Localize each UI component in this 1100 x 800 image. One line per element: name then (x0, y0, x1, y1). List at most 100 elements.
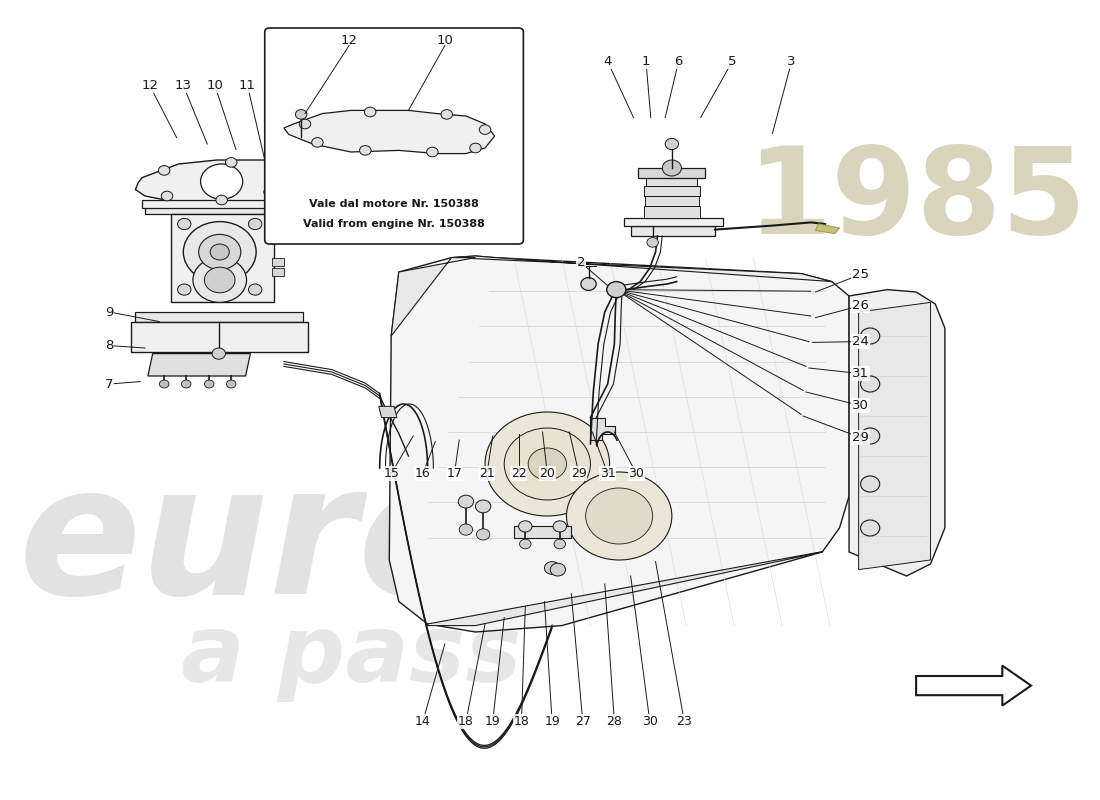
Circle shape (585, 488, 652, 544)
Text: 19: 19 (544, 715, 560, 728)
Circle shape (299, 119, 310, 129)
Text: 28: 28 (606, 715, 623, 728)
Polygon shape (916, 666, 1031, 706)
Circle shape (360, 146, 371, 155)
Text: 30: 30 (628, 467, 645, 480)
Text: Valid from engine Nr. 150388: Valid from engine Nr. 150388 (304, 219, 485, 229)
Circle shape (249, 284, 262, 295)
Polygon shape (644, 206, 700, 218)
Polygon shape (142, 200, 301, 208)
Circle shape (519, 539, 531, 549)
Text: 1: 1 (641, 55, 650, 68)
Text: 12: 12 (141, 79, 158, 92)
Text: 31: 31 (852, 367, 869, 380)
Text: 18: 18 (514, 715, 529, 728)
Text: 26: 26 (852, 299, 869, 312)
Circle shape (162, 191, 173, 201)
FancyBboxPatch shape (265, 28, 524, 244)
Circle shape (662, 160, 681, 176)
Circle shape (226, 158, 236, 167)
Polygon shape (392, 258, 475, 336)
Circle shape (249, 218, 262, 230)
Circle shape (666, 138, 679, 150)
Polygon shape (145, 206, 298, 214)
Circle shape (470, 143, 481, 153)
Circle shape (518, 521, 532, 532)
Circle shape (553, 521, 566, 532)
Circle shape (216, 195, 228, 205)
Text: 21: 21 (480, 467, 495, 480)
Text: 10: 10 (437, 34, 453, 46)
Circle shape (528, 448, 566, 480)
Text: 20: 20 (539, 467, 556, 480)
Circle shape (441, 110, 452, 119)
Text: 25: 25 (852, 268, 869, 281)
Circle shape (566, 472, 672, 560)
Circle shape (860, 476, 880, 492)
Text: 4: 4 (604, 55, 612, 68)
Polygon shape (273, 268, 284, 276)
Polygon shape (591, 418, 615, 440)
Text: 30: 30 (852, 399, 869, 412)
Circle shape (200, 164, 243, 199)
Polygon shape (451, 256, 832, 282)
Text: 27: 27 (575, 715, 591, 728)
Circle shape (296, 110, 307, 119)
Text: 9: 9 (106, 306, 113, 318)
Text: 1985: 1985 (746, 142, 1087, 258)
Circle shape (860, 428, 880, 444)
Circle shape (459, 495, 474, 508)
Circle shape (205, 267, 235, 293)
Circle shape (860, 520, 880, 536)
Text: 24: 24 (852, 335, 869, 348)
Polygon shape (630, 226, 715, 236)
Text: 3: 3 (788, 55, 795, 68)
Text: 19: 19 (485, 715, 501, 728)
Polygon shape (273, 258, 284, 266)
Text: 29: 29 (852, 431, 869, 444)
Circle shape (860, 376, 880, 392)
Circle shape (177, 284, 191, 295)
Text: 16: 16 (415, 467, 431, 480)
Polygon shape (135, 160, 304, 202)
Circle shape (485, 412, 609, 516)
Circle shape (459, 524, 473, 535)
Circle shape (184, 222, 256, 282)
Polygon shape (644, 186, 700, 196)
Circle shape (364, 107, 376, 117)
Circle shape (212, 348, 226, 359)
Text: 10: 10 (207, 79, 223, 92)
Circle shape (475, 500, 491, 513)
Text: 11: 11 (239, 79, 256, 92)
Polygon shape (428, 552, 822, 626)
Circle shape (504, 428, 591, 500)
Text: 14: 14 (415, 715, 431, 728)
Circle shape (227, 380, 236, 388)
Circle shape (199, 234, 241, 270)
Text: 8: 8 (106, 339, 113, 352)
Polygon shape (859, 302, 931, 570)
Circle shape (607, 282, 626, 298)
Circle shape (476, 529, 490, 540)
Polygon shape (815, 224, 839, 234)
Circle shape (160, 380, 169, 388)
Circle shape (544, 562, 560, 574)
Text: 23: 23 (676, 715, 692, 728)
Text: 5: 5 (728, 55, 736, 68)
Text: euro: euro (19, 456, 482, 632)
Polygon shape (638, 168, 705, 178)
Text: 13: 13 (175, 79, 191, 92)
Polygon shape (389, 256, 849, 632)
Polygon shape (624, 218, 723, 226)
Polygon shape (849, 290, 945, 576)
Circle shape (192, 258, 246, 302)
Polygon shape (645, 196, 698, 206)
Circle shape (480, 125, 491, 134)
Text: 31: 31 (600, 467, 616, 480)
Text: 17: 17 (447, 467, 462, 480)
Circle shape (427, 147, 438, 157)
Text: a pass: a pass (180, 610, 521, 702)
Circle shape (210, 244, 229, 260)
Text: 18: 18 (458, 715, 474, 728)
Polygon shape (514, 526, 571, 538)
